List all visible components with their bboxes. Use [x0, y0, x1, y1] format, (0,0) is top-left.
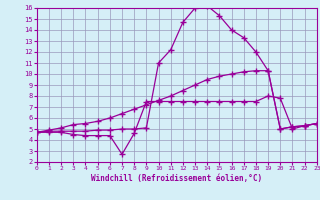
X-axis label: Windchill (Refroidissement éolien,°C): Windchill (Refroidissement éolien,°C) — [91, 174, 262, 183]
